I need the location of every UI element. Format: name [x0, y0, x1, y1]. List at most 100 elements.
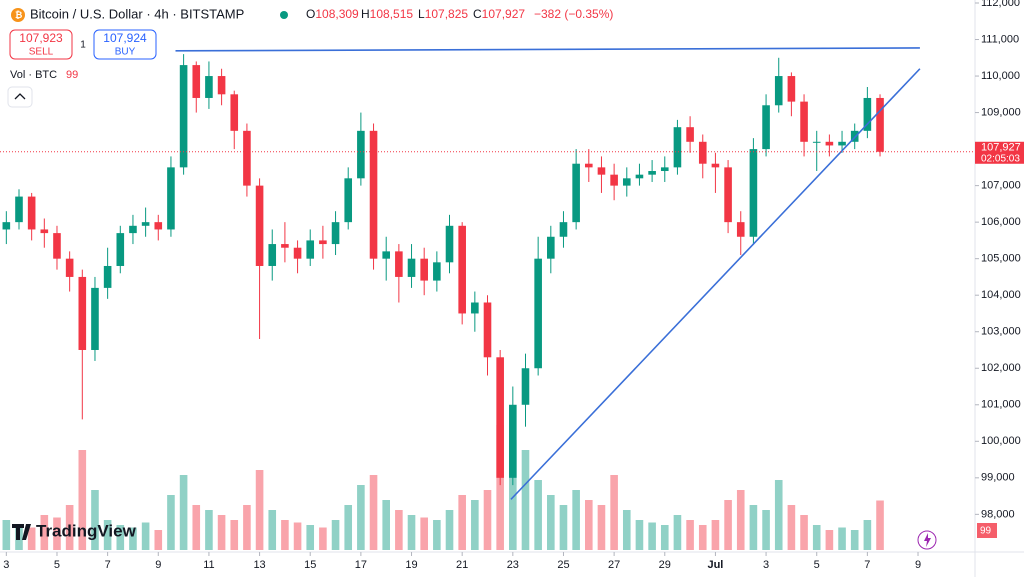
- candle-body: [838, 141, 846, 146]
- volume-bar: [736, 490, 745, 550]
- candle-body: [268, 244, 277, 266]
- price-tick-label: 107,000: [981, 180, 1021, 192]
- candle-body: [129, 225, 137, 234]
- last-price-label: 107,927: [981, 142, 1021, 154]
- candle-body: [496, 357, 504, 478]
- c-value: 107,927: [482, 7, 526, 21]
- price-tick-label: 103,000: [981, 326, 1021, 338]
- candle-body: [433, 262, 441, 281]
- candle-body: [65, 258, 74, 277]
- price-tick-label: 106,000: [981, 216, 1021, 228]
- candle-body: [40, 229, 49, 234]
- volume-bar: [129, 527, 137, 550]
- candle-body: [255, 185, 264, 266]
- spread: 1: [80, 40, 86, 51]
- sell-button[interactable]: [9, 29, 73, 60]
- candle-body: [787, 76, 796, 102]
- candle-body: [622, 178, 631, 186]
- volume-bar: [724, 500, 732, 550]
- volume-tag-label: 99: [980, 526, 992, 537]
- volume-bar: [255, 470, 264, 550]
- time-tick-label: 23: [507, 559, 519, 571]
- volume-bar: [749, 505, 758, 550]
- collapse-icon: [14, 93, 26, 100]
- candle-body: [243, 130, 251, 186]
- price-tick-label: 110,000: [981, 70, 1020, 82]
- candle-body: [91, 287, 99, 350]
- time-tick-label: 5: [54, 559, 60, 571]
- volume-bar: [230, 520, 239, 550]
- volume-bar: [648, 522, 656, 550]
- btc-icon: [11, 8, 25, 22]
- volume-bar: [635, 520, 644, 550]
- h-value: 108,515: [370, 7, 414, 21]
- header: ₿ Bitcoin / U.S. Dollar · 4h · BITSTAMP …: [4, 0, 613, 28]
- candle-body: [319, 240, 327, 245]
- volume-legend: Vol · BTC: [10, 69, 57, 81]
- candle-body: [154, 222, 163, 230]
- price-tick-label: 109,000: [981, 106, 1021, 118]
- time-tick-label: 15: [304, 559, 316, 571]
- volume-bar: [825, 530, 834, 550]
- candle-body: [357, 130, 365, 179]
- candle-body: [610, 174, 618, 186]
- ohlc-h: H108,515: [361, 7, 413, 21]
- buy-price: 107,924: [103, 31, 147, 45]
- candle-body: [547, 236, 555, 259]
- volume-bar: [344, 505, 353, 550]
- price-tick-label: 111,000: [981, 33, 1019, 45]
- candle-body: [382, 251, 390, 259]
- volume-bar: [116, 525, 125, 550]
- l-label: L: [418, 7, 425, 21]
- volume-bar: [192, 505, 201, 550]
- assistant-icon: [924, 533, 931, 547]
- volume-bar: [78, 450, 87, 550]
- countdown-label: 02:05:03: [981, 153, 1020, 164]
- time-tick-label: 3: [3, 559, 9, 571]
- volume-bar: [420, 517, 428, 550]
- ohlc-o: O108,309: [306, 7, 359, 21]
- volume-bar: [2, 520, 11, 550]
- ohlc-c: C107,927: [473, 7, 525, 21]
- candle-body: [534, 258, 542, 369]
- volume-bar: [91, 490, 99, 550]
- volume-bar: [496, 425, 504, 550]
- collapse-button[interactable]: [7, 86, 33, 108]
- volume-bar: [622, 510, 631, 550]
- volume-bar: [319, 527, 327, 550]
- volume-bar: [217, 515, 226, 550]
- o-label: O: [306, 7, 315, 21]
- time-tick-label: Jul: [707, 559, 723, 571]
- volume-bar: [483, 490, 492, 550]
- time-tick-label: 29: [659, 559, 671, 571]
- volume-bar: [521, 450, 530, 550]
- time-tick-label: 9: [155, 559, 161, 571]
- btc-icon-glyph: ₿: [15, 10, 22, 20]
- candle-body: [369, 130, 378, 259]
- o-value: 108,309: [315, 7, 359, 21]
- h-label: H: [361, 7, 370, 21]
- volume-bar: [382, 500, 390, 550]
- candle-body: [774, 76, 783, 106]
- time-tick-label: 7: [864, 559, 870, 571]
- volume-bar: [863, 520, 872, 550]
- volume-bar: [331, 520, 340, 550]
- buy-button[interactable]: [93, 29, 157, 60]
- volume-bar: [660, 525, 669, 550]
- volume-bar: [27, 527, 36, 550]
- volume-tag: [977, 523, 997, 538]
- volume-bar: [433, 520, 441, 550]
- candle-body: [192, 65, 201, 98]
- candle-body: [141, 222, 150, 226]
- candle-body: [800, 101, 808, 142]
- candle-body: [407, 258, 416, 277]
- sell-price: 107,923: [19, 31, 63, 45]
- time-tick-label: 11: [203, 559, 214, 571]
- trendline: [510, 68, 921, 500]
- logo: TradingView: [12, 521, 137, 540]
- candle-body: [812, 141, 821, 143]
- trendline: [175, 47, 920, 52]
- candle-body: [509, 404, 517, 478]
- volume-bar: [65, 505, 74, 550]
